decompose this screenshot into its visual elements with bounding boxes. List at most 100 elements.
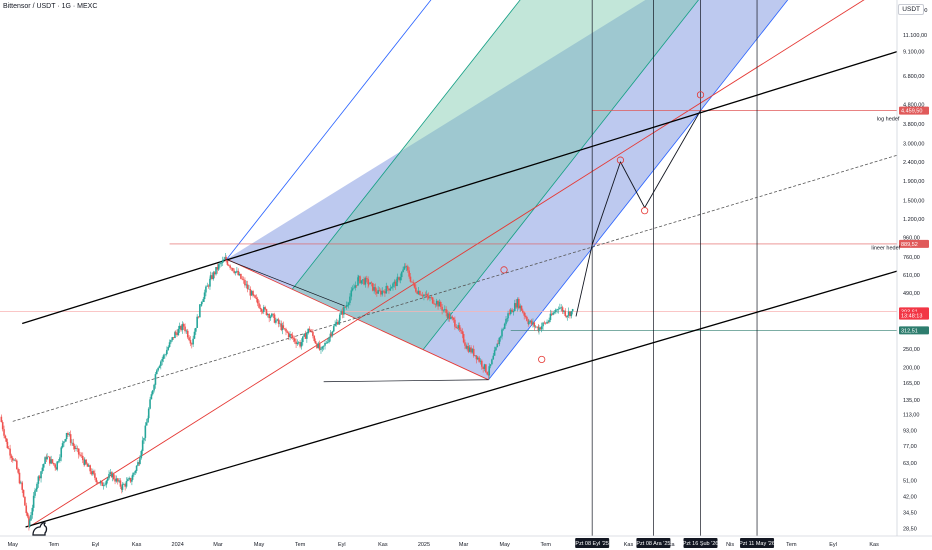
candle-body <box>331 331 334 336</box>
candle-body <box>7 448 10 449</box>
x-tick-label: Kas <box>869 542 879 548</box>
candle-body <box>431 297 434 304</box>
price-axis-bg <box>897 0 932 550</box>
candle-body <box>556 309 558 311</box>
candle-body <box>72 442 75 446</box>
candle-body <box>385 286 388 294</box>
candle-body <box>433 303 435 305</box>
candle-body <box>11 457 14 461</box>
upper-trendline <box>22 51 898 325</box>
candle-body <box>246 284 249 290</box>
candle-body <box>364 277 367 285</box>
candle-body <box>86 463 89 467</box>
tradingview-logo-icon <box>32 522 48 536</box>
candle-body <box>41 467 44 472</box>
dashed-regression-line <box>12 154 898 422</box>
candle-body <box>79 454 81 456</box>
candle-body <box>176 332 178 336</box>
candle-body <box>546 321 548 324</box>
candle-body <box>539 327 542 330</box>
candle-body <box>343 306 345 315</box>
corrective-leg <box>225 258 345 307</box>
candle-body <box>135 465 138 471</box>
candle-body <box>259 307 262 310</box>
candle-body <box>512 311 515 313</box>
candle-body <box>304 333 307 339</box>
candle-body <box>116 478 119 482</box>
candle-body <box>413 282 416 288</box>
candle-body <box>424 294 427 296</box>
candle-body <box>481 360 483 367</box>
currency-button[interactable]: USDT <box>898 4 924 15</box>
candle-body <box>180 325 182 331</box>
candle-body <box>416 291 419 294</box>
channel-upper-rail <box>226 0 432 260</box>
candle-body <box>320 348 322 350</box>
price-tag <box>899 239 929 248</box>
price-tag-text: 13:48:13 <box>901 314 922 320</box>
candle-body <box>408 270 410 277</box>
candle-body <box>524 315 527 317</box>
y-tick-label: 490,00 <box>903 291 920 297</box>
candle-body <box>497 343 499 345</box>
candle-body <box>95 477 98 483</box>
candle-body <box>548 319 550 322</box>
candle-body <box>386 286 389 289</box>
candle-body <box>227 264 230 266</box>
candle-body <box>149 399 151 409</box>
candle-body <box>571 309 574 312</box>
date-marker-text: Pzt 08 Eyl '25 <box>575 541 608 547</box>
y-tick-label: 63,00 <box>903 461 917 467</box>
candle-body <box>467 346 470 352</box>
x-tick-label: Eyl <box>92 542 100 548</box>
candle-body <box>108 474 110 479</box>
candle-body <box>73 445 76 450</box>
candle-body <box>94 473 96 478</box>
candle-body <box>134 470 137 473</box>
candle-body <box>206 285 209 287</box>
candle-body <box>324 343 326 346</box>
candle-body <box>316 343 318 348</box>
candle-body <box>519 305 521 309</box>
candle-body <box>518 298 520 309</box>
candle-body <box>123 484 125 485</box>
side-note: lineer hedef <box>871 246 900 252</box>
candle-body <box>549 313 552 320</box>
candle-body <box>452 317 455 320</box>
candle-body <box>341 311 344 315</box>
candle-body <box>217 264 220 270</box>
candle-body <box>475 355 478 360</box>
candle-body <box>46 456 48 460</box>
candle-body <box>75 448 77 450</box>
candle-body <box>186 330 189 338</box>
candle-body <box>405 266 408 268</box>
candle-body <box>400 272 403 278</box>
candle-body <box>1 422 4 430</box>
candle-body <box>435 300 438 305</box>
candle-body <box>220 262 223 264</box>
candle-body <box>292 337 295 339</box>
y-tick-label: 28,50 <box>903 526 917 532</box>
candle-body <box>209 278 211 287</box>
candle-body <box>411 281 413 283</box>
candle-body <box>24 496 26 506</box>
candle-body <box>99 481 102 484</box>
candle-body <box>513 303 516 312</box>
candle-body <box>339 314 341 321</box>
candle-body <box>351 288 354 291</box>
candle-body <box>483 364 486 369</box>
candle-body <box>406 266 409 271</box>
candle-body <box>371 283 374 291</box>
candle-body <box>181 324 184 331</box>
candle-body <box>269 316 272 319</box>
candle-body <box>438 302 441 307</box>
y-tick-label: 4.800,00 <box>903 103 924 109</box>
candle-body <box>570 311 573 317</box>
candle-body <box>526 316 528 321</box>
candle-body <box>244 280 246 286</box>
candle-body <box>184 326 186 332</box>
candle-body <box>26 513 29 517</box>
x-tick-label: Tem <box>295 542 306 548</box>
candle-body <box>426 294 429 297</box>
